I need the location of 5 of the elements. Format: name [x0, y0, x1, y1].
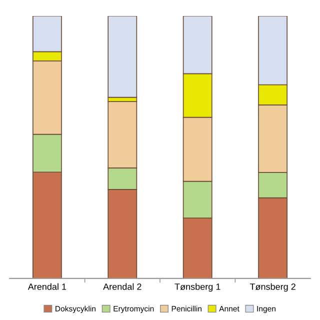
x-tick-label: Arendal 2: [103, 283, 142, 290]
bar: [108, 16, 138, 98]
x-tick-label: Tønsberg 2: [250, 283, 296, 292]
x-tick-label: Tønsberg 1: [174, 283, 220, 292]
x-tick-label: Arendal 1: [28, 283, 66, 290]
